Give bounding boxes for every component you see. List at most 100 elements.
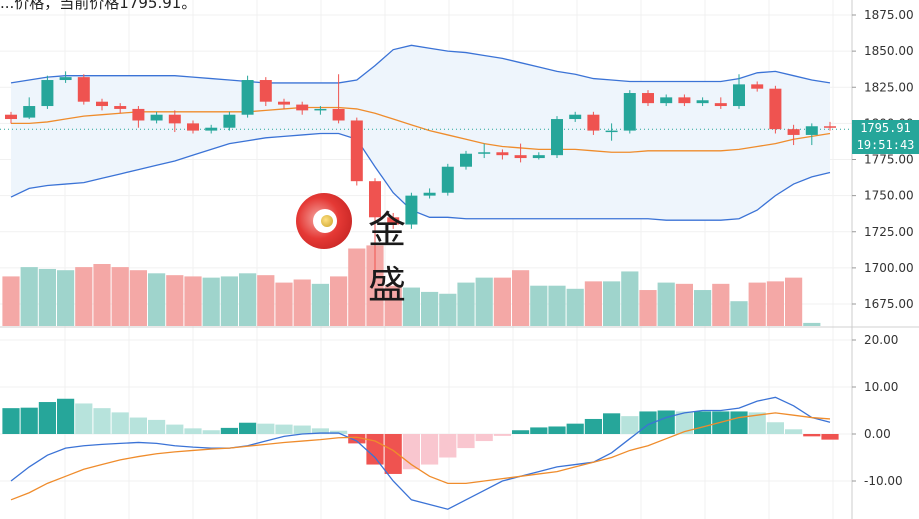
volume-bar: [566, 288, 584, 326]
candle-body: [114, 106, 127, 109]
macd-histogram-bar: [457, 434, 475, 449]
bollinger-upper-line: [10, 44, 831, 84]
price-axis-tick-label: 1700.00: [864, 261, 914, 275]
volume-bar: [148, 273, 166, 326]
price-axis-tick-label: 1675.00: [864, 297, 914, 311]
candle-body: [259, 80, 272, 102]
price-axis-tick-label: 1875.00: [864, 8, 914, 22]
macd-histogram-bar: [129, 417, 147, 434]
macd-histogram-bar: [93, 408, 111, 434]
volume-bar: [548, 285, 566, 326]
macd-histogram-bar: [803, 434, 821, 437]
price-axis-tick-label: 1850.00: [864, 44, 914, 58]
volume-bar: [202, 277, 220, 326]
candle-body: [187, 123, 199, 131]
macd-histogram-bar: [730, 411, 748, 434]
candle-body: [223, 114, 236, 128]
volume-bar: [348, 248, 366, 326]
volume-bar: [166, 275, 184, 326]
volume-bar: [457, 282, 475, 326]
volume-bar: [803, 322, 821, 326]
volume-bar: [402, 287, 420, 326]
candle-body: [587, 114, 600, 131]
macd-histogram-bar: [166, 424, 184, 434]
candle-body: [733, 84, 745, 107]
candle-body: [460, 153, 472, 167]
candle-body: [441, 166, 454, 193]
macd-histogram-bar: [148, 419, 166, 434]
price-axis-tick-label: 1825.00: [864, 80, 914, 94]
macd-histogram-bar: [38, 402, 56, 434]
candle-body: [569, 114, 582, 120]
volume-bar: [785, 277, 803, 326]
macd-histogram-bar: [621, 416, 639, 434]
candle-body: [805, 126, 818, 135]
macd-histogram-bar: [657, 410, 675, 434]
macd-histogram-bar: [220, 427, 238, 434]
macd-histogram-bar: [202, 430, 220, 434]
macd-histogram-bar: [512, 430, 530, 434]
candle-body: [278, 101, 290, 105]
candle-body: [405, 195, 418, 225]
macd-axis-tick-label: 10.00: [864, 380, 898, 394]
candle-body: [96, 101, 108, 107]
candle-body: [5, 114, 17, 120]
candle-body: [787, 129, 800, 135]
macd-histogram-bar: [75, 403, 93, 434]
volume-bar: [220, 276, 238, 326]
volume-bar: [111, 267, 129, 326]
volume-bar: [748, 282, 766, 326]
volume-bar: [20, 267, 38, 326]
macd-histogram-bar: [584, 418, 602, 434]
macd-histogram-bar: [330, 430, 348, 434]
candle-body: [660, 97, 673, 104]
candle-body: [296, 104, 309, 111]
candle-body: [551, 119, 563, 156]
candle-body: [696, 100, 709, 104]
current-time-badge: 19:51:43: [852, 137, 919, 155]
volume-bar: [184, 276, 202, 326]
macd-dif-line: [10, 396, 831, 510]
volume-bar: [2, 276, 20, 326]
header-summary-text: ...价格，当前价格1795.91。: [0, 0, 197, 12]
candle-body: [23, 106, 36, 118]
bollinger-band-fill: [11, 45, 830, 221]
volume-bar: [366, 245, 384, 326]
volume-bar: [384, 285, 402, 326]
volume-bar: [330, 276, 348, 326]
candle-body: [514, 155, 527, 159]
volume-bar: [712, 283, 730, 326]
macd-axis-tick-label: -10.00: [864, 474, 903, 488]
macd-histogram-bar: [475, 434, 493, 442]
candle-body: [369, 181, 381, 218]
price-axis-tick-label: 1750.00: [864, 189, 914, 203]
macd-histogram-bar: [439, 434, 457, 458]
volume-bar: [657, 282, 675, 326]
macd-histogram-bar: [311, 428, 329, 434]
candle-body: [496, 152, 509, 156]
macd-axis-tick-label: 0.00: [864, 427, 891, 441]
volume-bar: [730, 301, 748, 326]
volume-bar: [311, 283, 329, 326]
macd-histogram-bar: [2, 408, 20, 434]
volume-bar: [621, 271, 639, 326]
macd-histogram-bar: [766, 422, 784, 434]
macd-histogram-bar: [20, 407, 38, 434]
volume-bar: [603, 281, 621, 326]
volume-bar: [475, 277, 493, 326]
macd-histogram-bar: [293, 425, 311, 434]
candle-body: [241, 80, 254, 115]
candle-body: [678, 97, 691, 104]
macd-histogram-bar: [57, 398, 75, 434]
macd-histogram-bar: [566, 423, 584, 434]
macd-histogram-bar: [111, 412, 129, 434]
volume-bar: [694, 290, 712, 326]
macd-histogram-bar: [184, 428, 202, 434]
volume-bar: [75, 267, 93, 326]
macd-histogram-bar: [821, 434, 839, 440]
candle-body: [168, 114, 181, 124]
macd-histogram-bar: [748, 412, 766, 434]
macd-histogram-bar: [675, 411, 693, 434]
macd-histogram-bar: [366, 434, 384, 465]
volume-bar: [530, 285, 548, 326]
